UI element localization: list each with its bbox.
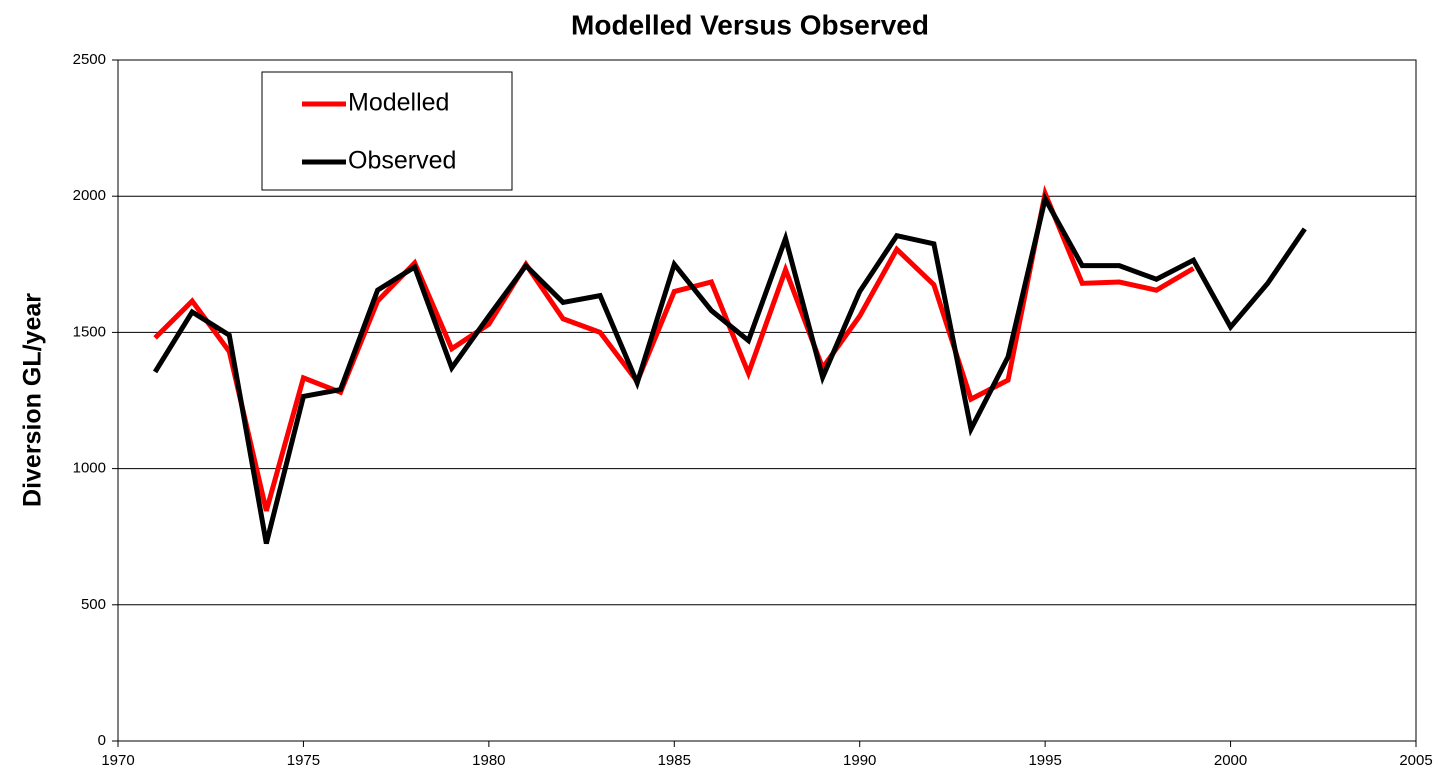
y-tick-label: 2500 [73, 51, 106, 68]
series-line [153, 184, 1195, 512]
y-tick-label: 1500 [73, 323, 106, 340]
x-tick-label: 1995 [1028, 752, 1061, 769]
y-tick-label: 2000 [73, 187, 106, 204]
plot-frame [117, 59, 1417, 742]
legend-label: Observed [348, 147, 456, 175]
chart-title: Modelled Versus Observed [571, 9, 929, 40]
x-tick-label: 1990 [843, 752, 876, 769]
series-line [152, 192, 1307, 545]
x-tick-label: 2000 [1214, 752, 1247, 769]
y-tick-label: 0 [98, 732, 106, 749]
y-tick-label: 1000 [73, 460, 106, 477]
x-tick-label: 2005 [1399, 752, 1432, 769]
x-tick-label: 1980 [472, 752, 505, 769]
x-tick-label: 1970 [101, 752, 134, 769]
x-tick-label: 1985 [658, 752, 691, 769]
y-tick-label: 500 [81, 596, 106, 613]
x-tick-label: 1975 [287, 752, 320, 769]
legend-box [261, 71, 513, 191]
legend-label: Modelled [348, 89, 449, 117]
y-axis-label: Diversion GL/year [19, 293, 47, 507]
